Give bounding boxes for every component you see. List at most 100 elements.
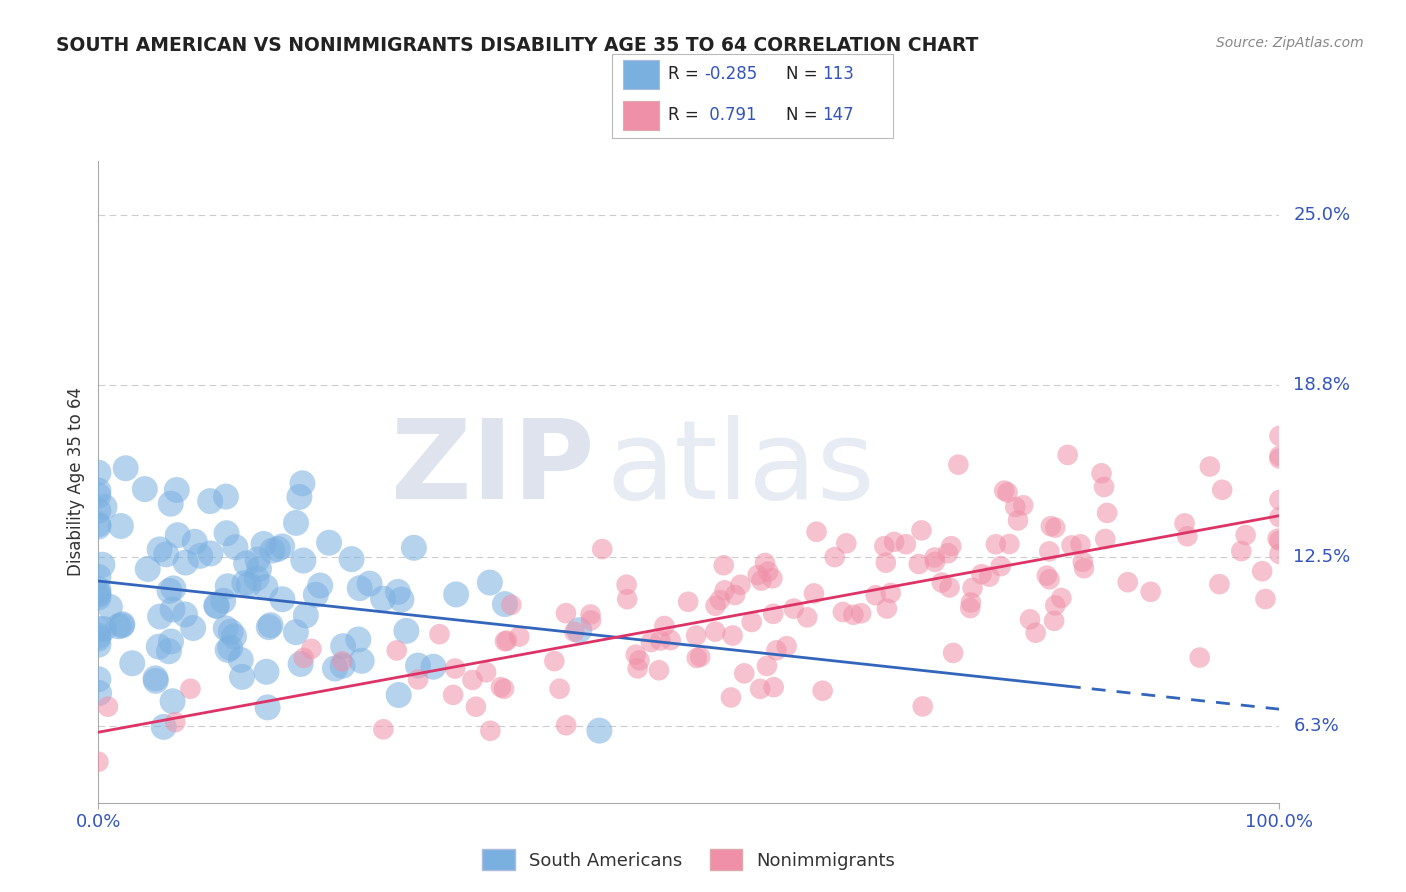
Point (257, 620, 280, 634)
Point (301, 641, 323, 656)
Point (1012, 498, 1035, 512)
Point (233, 576, 256, 591)
Point (1025, 625, 1047, 640)
Point (1267, 532, 1289, 546)
Point (98, 599, 121, 614)
Point (87, 629, 110, 643)
Point (188, 549, 211, 563)
Point (87, 591, 110, 605)
Point (181, 621, 204, 635)
Point (761, 571, 783, 585)
Point (87, 638, 110, 652)
Point (87, 588, 110, 602)
Point (1268, 449, 1291, 463)
Point (391, 592, 413, 607)
Point (291, 476, 314, 491)
Point (824, 550, 846, 565)
Point (924, 550, 946, 565)
Point (285, 516, 308, 530)
Point (1268, 429, 1291, 443)
Point (159, 583, 181, 598)
Point (831, 605, 853, 619)
Point (479, 723, 502, 738)
Point (87, 489, 110, 503)
Point (751, 574, 773, 588)
Bar (623, 101, 659, 130)
Point (166, 483, 188, 497)
Point (998, 537, 1021, 551)
Point (245, 571, 267, 585)
Point (406, 658, 429, 673)
Point (911, 699, 934, 714)
Point (385, 643, 408, 657)
Point (292, 651, 315, 665)
Point (803, 586, 825, 600)
Point (87, 483, 110, 498)
Point (97, 699, 120, 714)
Point (875, 556, 897, 570)
Point (959, 601, 981, 615)
Point (93, 622, 115, 636)
Point (1007, 513, 1029, 527)
Point (212, 594, 235, 608)
Point (461, 673, 484, 687)
Point (1173, 516, 1195, 531)
Text: 6.3%: 6.3% (1294, 717, 1339, 735)
Point (152, 720, 174, 734)
Point (776, 639, 799, 653)
Point (422, 659, 444, 673)
Point (579, 607, 602, 622)
Point (371, 591, 394, 606)
Point (616, 577, 638, 591)
Point (494, 634, 516, 648)
Point (1139, 584, 1161, 599)
Point (262, 543, 284, 558)
Point (1094, 532, 1116, 546)
Text: 147: 147 (823, 105, 853, 123)
Point (568, 623, 591, 637)
Point (121, 657, 143, 671)
Point (811, 683, 834, 698)
Point (997, 485, 1019, 500)
Point (149, 609, 172, 624)
Point (1211, 483, 1233, 497)
Text: 18.8%: 18.8% (1294, 376, 1350, 393)
Point (721, 628, 744, 642)
Point (238, 577, 260, 591)
Point (1230, 544, 1253, 558)
Point (689, 649, 711, 664)
Point (1069, 537, 1091, 551)
Point (165, 715, 187, 730)
Point (166, 528, 188, 542)
Point (388, 688, 411, 702)
Point (162, 582, 184, 596)
Point (756, 565, 779, 579)
Point (685, 629, 707, 643)
Point (1095, 506, 1118, 520)
Point (162, 602, 184, 616)
Point (1056, 448, 1078, 462)
Text: ZIP: ZIP (391, 416, 595, 523)
Point (205, 599, 228, 613)
Point (145, 673, 167, 688)
Point (720, 690, 742, 705)
Point (1071, 555, 1094, 569)
Point (155, 547, 177, 561)
Point (93, 500, 115, 514)
Point (87, 622, 110, 636)
Point (215, 526, 238, 541)
Point (754, 556, 776, 570)
Point (309, 578, 332, 592)
Point (765, 643, 787, 657)
Point (894, 537, 917, 551)
Point (1092, 480, 1115, 494)
Point (340, 552, 363, 566)
Text: SOUTH AMERICAN VS NONIMMIGRANTS DISABILITY AGE 35 TO 64 CORRELATION CHART: SOUTH AMERICAN VS NONIMMIGRANTS DISABILI… (56, 36, 979, 54)
Point (713, 583, 735, 598)
Point (492, 681, 515, 696)
Point (686, 651, 709, 665)
Point (107, 619, 129, 633)
Point (548, 681, 571, 696)
Point (1175, 529, 1198, 543)
Point (962, 581, 984, 595)
